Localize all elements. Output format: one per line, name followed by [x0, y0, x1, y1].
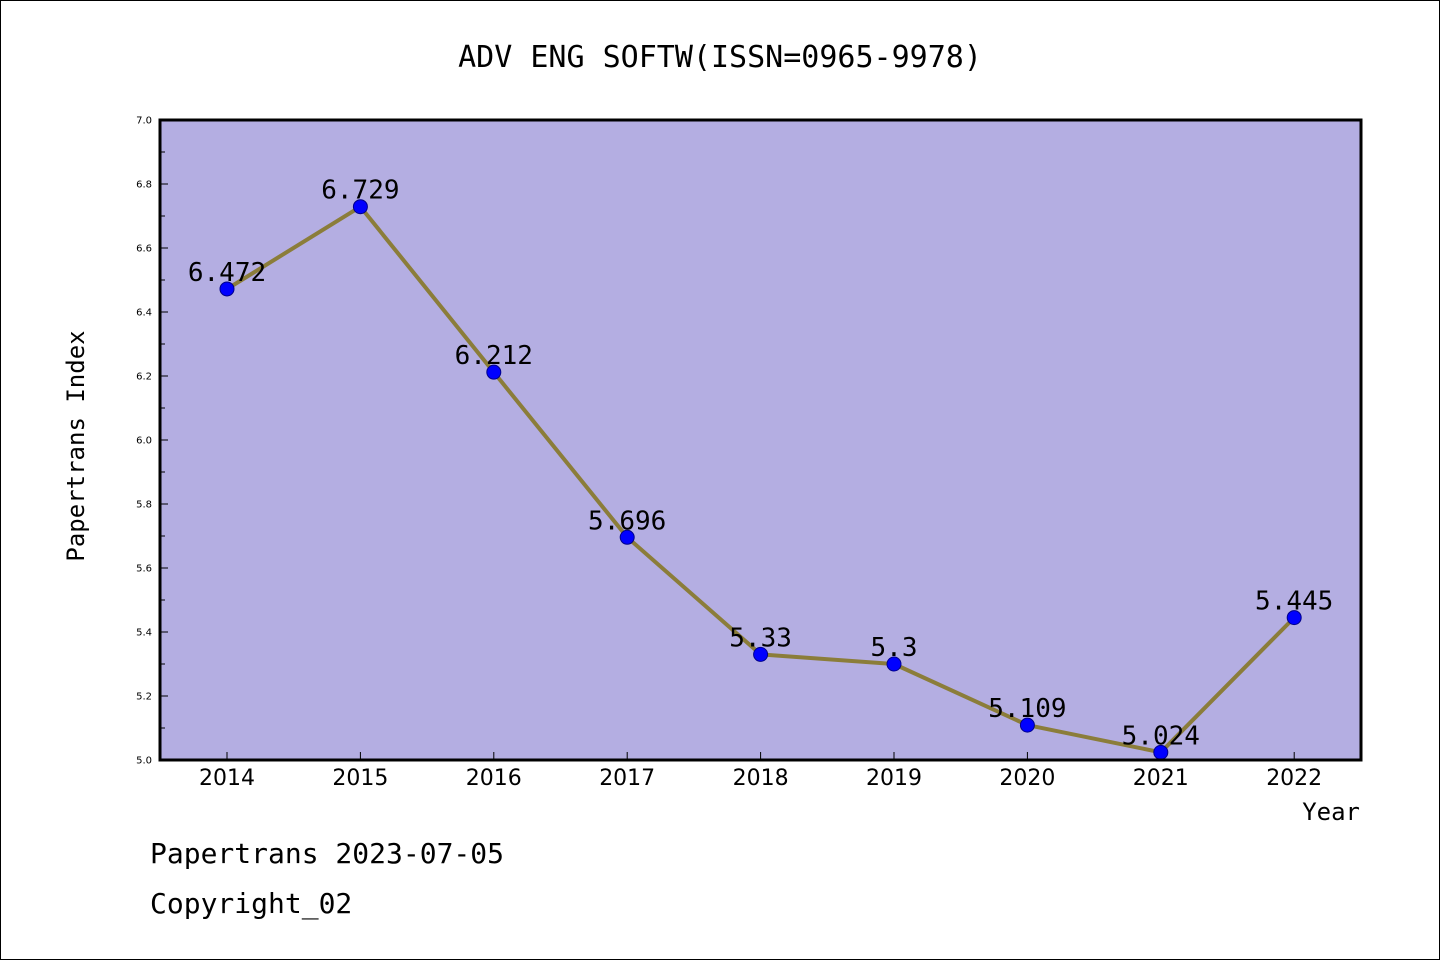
footer-date: Papertrans 2023-07-05: [150, 837, 504, 870]
data-point: [753, 646, 769, 662]
data-label: 5.109: [988, 694, 1066, 724]
chart-title: ADV ENG SOFTW(ISSN=0965-9978): [458, 40, 982, 75]
x-tick-label: 2019: [866, 766, 922, 791]
data-point: [219, 281, 235, 297]
data-point: [619, 529, 635, 545]
data-label: 5.445: [1255, 587, 1333, 617]
y-tick-label: 6.2: [136, 372, 152, 383]
data-label: 5.33: [729, 623, 792, 653]
x-tick-label: 2017: [599, 766, 655, 791]
data-label: 5.3: [871, 633, 918, 663]
y-tick-label: 6.6: [136, 244, 152, 255]
x-axis-label: Year: [1302, 798, 1360, 826]
x-tick-label: 2016: [466, 766, 522, 791]
x-tick-label: 2021: [1133, 766, 1189, 791]
x-tick-label: 2020: [999, 766, 1055, 791]
y-tick-label: 5.6: [136, 564, 152, 575]
y-tick-label: 7.0: [136, 116, 152, 127]
data-label: 5.696: [588, 506, 666, 536]
x-tick-label: 2022: [1266, 766, 1322, 791]
plot-area: [160, 120, 1361, 760]
y-tick-label: 6.8: [136, 180, 152, 191]
data-point: [1286, 610, 1302, 626]
data-label: 6.729: [321, 176, 399, 206]
data-label: 5.024: [1122, 721, 1200, 751]
y-tick-label: 5.2: [136, 692, 152, 703]
y-tick-label: 6.0: [136, 436, 152, 447]
footer-copyright: Copyright_02: [150, 887, 352, 921]
x-tick-label: 2014: [199, 766, 255, 791]
y-tick-label: 5.0: [136, 756, 152, 767]
plot-border: [158, 118, 1363, 762]
data-point: [486, 364, 502, 380]
y-tick-label: 5.8: [136, 500, 152, 511]
data-point: [1019, 717, 1035, 733]
y-axis-label: Papertrans Index: [62, 330, 90, 561]
data-label: 6.472: [188, 258, 266, 288]
data-point: [352, 199, 368, 215]
data-point: [886, 656, 902, 672]
data-label: 6.212: [455, 341, 533, 371]
x-tick-label: 2015: [332, 766, 388, 791]
y-tick-label: 5.4: [136, 628, 152, 639]
y-tick-label: 6.4: [136, 308, 152, 319]
x-tick-label: 2018: [733, 766, 789, 791]
